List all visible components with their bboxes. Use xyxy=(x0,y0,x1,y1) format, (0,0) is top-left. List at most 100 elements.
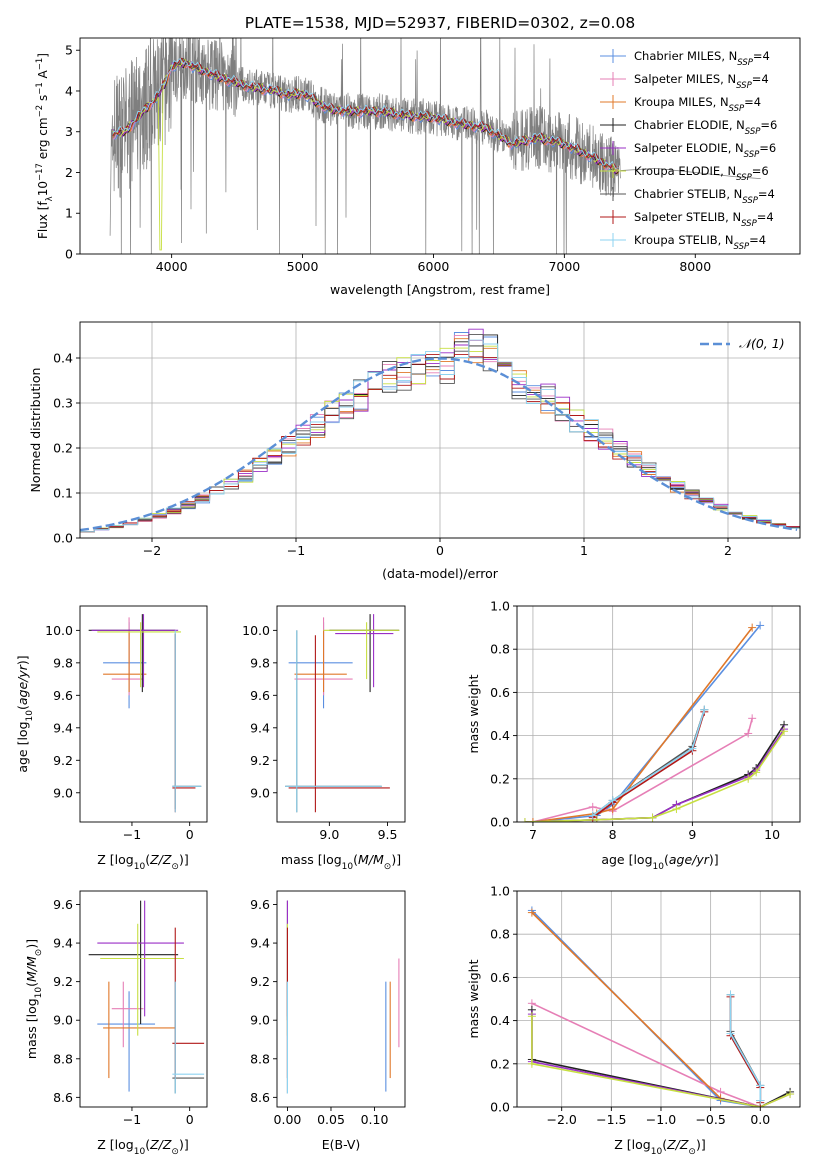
y-tick-label: 9.0 xyxy=(53,785,73,800)
y-tick-label: 0.6 xyxy=(490,970,510,985)
y-tick-label: 9.4 xyxy=(250,936,270,951)
x-tick-label: 0 xyxy=(186,1112,194,1127)
errorbar-kroupa-miles xyxy=(103,630,147,693)
plot-area xyxy=(109,38,761,254)
x-axis-label: Z [log10(Z/Z⊙)] xyxy=(97,852,188,872)
errorbar-kroupa-stelib xyxy=(172,981,205,1094)
y-tick-label: 0.6 xyxy=(490,685,510,700)
y-tick-label: 9.6 xyxy=(250,688,270,703)
y-tick-label: 0.0 xyxy=(53,531,73,546)
y-tick-label: 1.0 xyxy=(490,599,510,614)
plot-area xyxy=(285,614,400,813)
y-tick-label: 5 xyxy=(65,43,73,58)
y-tick-label: 0.8 xyxy=(490,927,510,942)
x-axis-label: age [log10(age/yr)] xyxy=(601,852,718,872)
x-tick-label: −1 xyxy=(123,827,141,842)
panel-age-vs-mass: 9.0 9.5 9.0 9.2 9.4 9.6 9.8 10.0 mass [log10(M/M… xyxy=(242,605,406,872)
y-axis-label: Flux [fλ10−17 erg cm−2 s−1 A−1] xyxy=(35,53,55,239)
x-tick-label: 0.00 xyxy=(274,1112,302,1127)
x-tick-label: 0 xyxy=(186,827,194,842)
errorbar-kroupa-stelib xyxy=(285,630,382,813)
x-tick-label: 7 xyxy=(529,827,537,842)
y-tick-label: 9.6 xyxy=(250,897,270,912)
errorbar-kroupa-elodie xyxy=(100,923,184,1036)
model-chabrier-stelib xyxy=(112,57,619,171)
x-tick-label: −2 xyxy=(143,543,161,558)
y-tick-label: 0 xyxy=(65,247,73,262)
model-kroupa-stelib xyxy=(112,57,619,170)
plot-area xyxy=(520,621,789,822)
errorbar-kroupa-miles xyxy=(103,981,176,1079)
legend-label: Kroupa MILES, NSSP=4 xyxy=(634,95,761,114)
x-tick-label: −1.0 xyxy=(646,1112,676,1127)
x-tick-label: −1.5 xyxy=(596,1112,626,1127)
axes-frame xyxy=(79,890,208,1108)
legend-label: Chabrier MILES, NSSP=4 xyxy=(634,49,770,68)
y-tick-label: 1.0 xyxy=(490,884,510,899)
x-tick-label: 7000 xyxy=(548,259,580,274)
y-tick-label: 9.2 xyxy=(250,753,270,768)
y-tick-label: 10.0 xyxy=(45,623,73,638)
y-tick-label: 3 xyxy=(65,124,73,139)
errorbar-kroupa-stelib xyxy=(172,630,202,813)
series-line xyxy=(531,1016,791,1107)
x-axis-label: mass [log10(M/M⊙)] xyxy=(281,852,401,872)
model-salpeter-stelib xyxy=(112,57,619,170)
panel-weight-vs-Z: −2.0 −1.5 −1.0 −0.5 0.0 0.0 0.2 0.4 0.6 0.8 1.0 Z [… xyxy=(466,884,801,1157)
legend-label: Salpeter MILES, NSSP=4 xyxy=(634,72,769,91)
x-tick-label: 9.0 xyxy=(319,827,339,842)
y-axis-label: age [log10(age/yr)] xyxy=(15,655,35,772)
y-tick-label: 8.8 xyxy=(250,1051,270,1066)
y-tick-label: 0.4 xyxy=(490,728,510,743)
y-tick-label: 0.2 xyxy=(490,771,510,786)
x-tick-label: 2 xyxy=(724,543,732,558)
axes-frame xyxy=(79,37,801,255)
y-tick-label: 9.6 xyxy=(53,897,73,912)
y-axis-label: mass weight xyxy=(466,674,481,753)
y-tick-label: 0.0 xyxy=(490,815,510,830)
errorbar-salpeter-stelib xyxy=(288,635,390,813)
y-tick-label: 9.0 xyxy=(250,785,270,800)
legend-label: Chabrier STELIB, NSSP=4 xyxy=(634,187,775,206)
y-tick-label: 4 xyxy=(65,83,73,98)
normal-curve xyxy=(80,357,798,532)
y-axis-label: mass weight xyxy=(466,959,481,1038)
y-tick-label: 0.8 xyxy=(490,642,510,657)
figure-title: PLATE=1538, MJD=52937, FIBERID=0302, z=0… xyxy=(245,14,635,32)
legend: Chabrier MILES, NSSP=4 Salpeter MILES, NS… xyxy=(600,49,777,252)
legend-label: Salpeter STELIB, NSSP=4 xyxy=(634,210,774,229)
y-tick-label: 10.0 xyxy=(242,623,270,638)
y-tick-label: 9.4 xyxy=(53,720,73,735)
x-tick-label: −1 xyxy=(287,543,305,558)
x-tick-label: 8000 xyxy=(679,259,711,274)
x-tick-label: 10 xyxy=(764,827,780,842)
x-tick-label: 8 xyxy=(609,827,617,842)
x-axis-label: Z [log10(Z/Z⊙)] xyxy=(614,1137,705,1157)
panel-mass-vs-EBV: 0.00 0.05 0.10 8.6 8.8 9.0 9.2 9.4 9.6 E(B-V) xyxy=(250,890,406,1152)
errorbar-kroupa-elodie xyxy=(323,622,400,680)
x-tick-label: 4000 xyxy=(156,259,188,274)
x-tick-label: 0.10 xyxy=(361,1112,389,1127)
data-spectrum-tail xyxy=(620,168,761,179)
y-axis-label: mass [log10(M/M⊙)] xyxy=(24,939,44,1059)
y-tick-label: 0.2 xyxy=(53,441,73,456)
x-axis-label: Z [log10(Z/Z⊙)] xyxy=(97,1137,188,1157)
errorbar-chabrier-elodie xyxy=(88,900,179,1025)
y-tick-label: 9.2 xyxy=(53,753,73,768)
x-tick-label: −0.5 xyxy=(695,1112,725,1127)
axes-frame xyxy=(276,605,406,823)
plot-area xyxy=(80,328,800,533)
x-tick-label: 1 xyxy=(580,543,588,558)
y-tick-label: 9.8 xyxy=(53,655,73,670)
axes-frame xyxy=(79,605,208,823)
panel-age-vs-Z: −1 0 9.0 9.2 9.4 9.6 9.8 10.0 Z [log10(Z/Z⊙)] age… xyxy=(15,605,208,872)
x-tick-label: 0 xyxy=(436,543,444,558)
x-tick-label: −2.0 xyxy=(547,1112,577,1127)
y-tick-label: 9.0 xyxy=(250,1013,270,1028)
series-line xyxy=(592,709,706,817)
series-kroupa-stelib xyxy=(726,990,765,1105)
errorbar-chabrier-miles xyxy=(97,991,156,1092)
series-line xyxy=(532,627,753,822)
axes-frame xyxy=(516,605,801,823)
y-tick-label: 8.8 xyxy=(53,1051,73,1066)
